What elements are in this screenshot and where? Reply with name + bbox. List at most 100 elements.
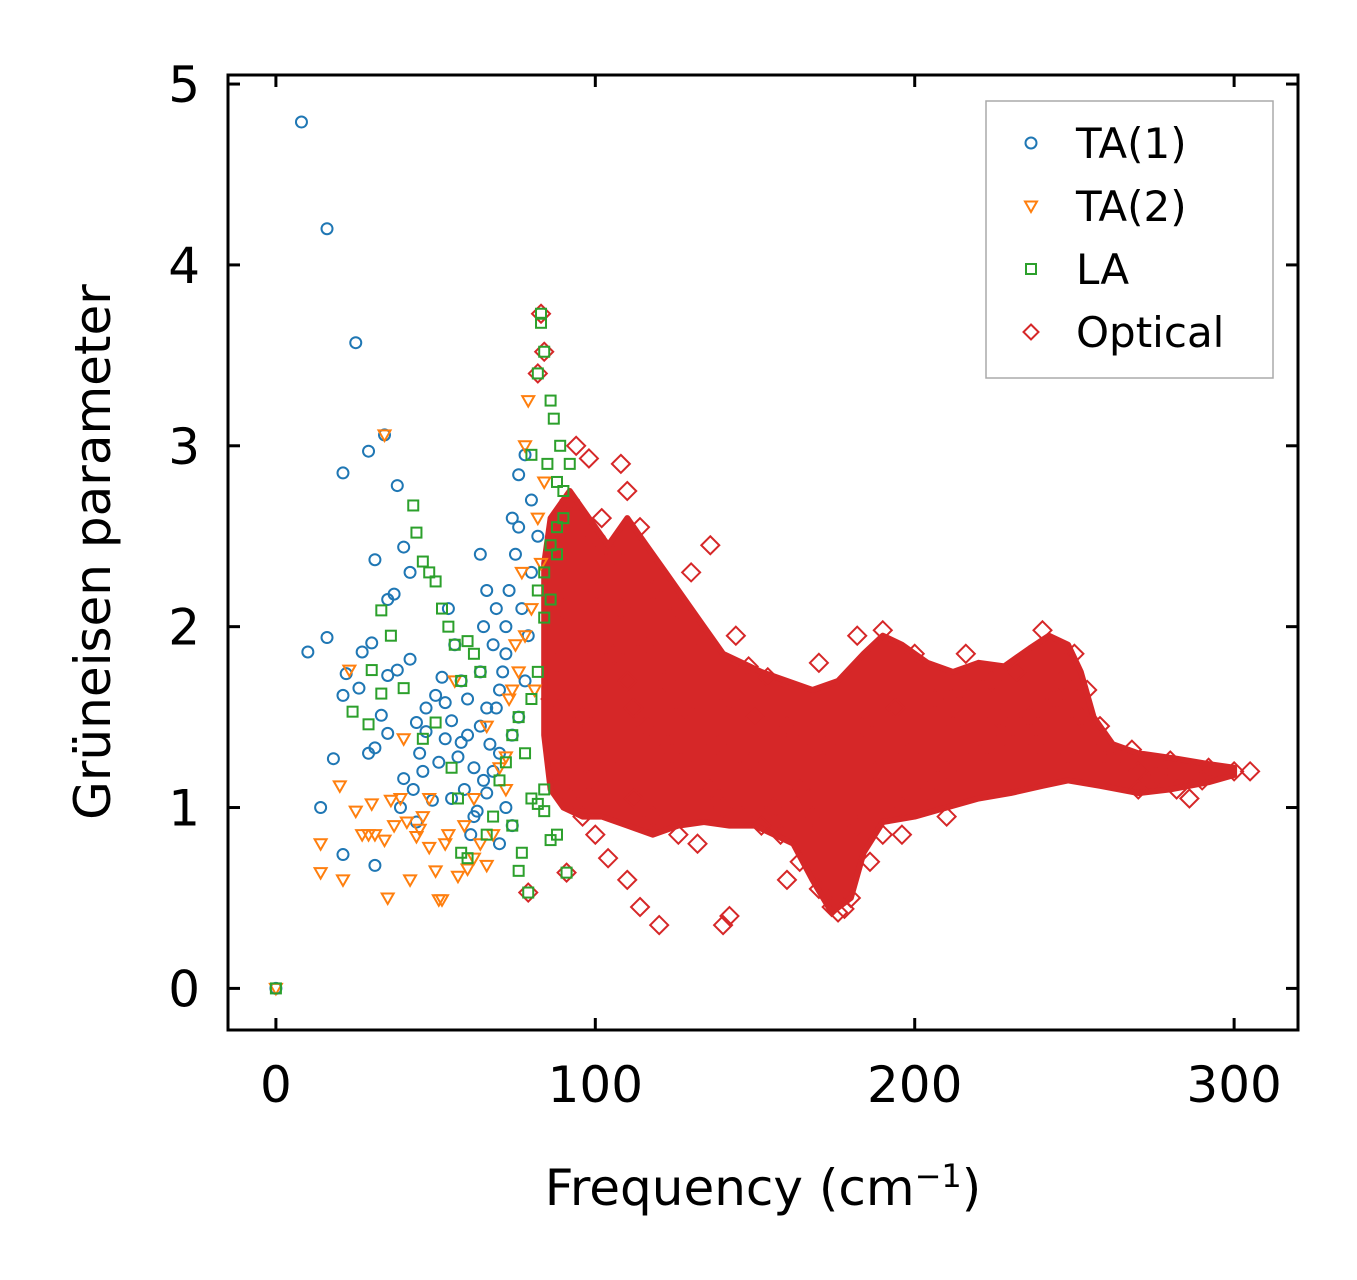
data-point (725, 625, 747, 647)
data-point (667, 598, 689, 619)
data-point (427, 865, 444, 879)
y-tick-label: 0 (168, 960, 200, 1018)
series-la (269, 307, 576, 995)
data-point (547, 412, 560, 425)
data-point (531, 665, 544, 678)
data-point (533, 557, 549, 572)
data-point (891, 797, 913, 818)
data-point (712, 797, 734, 818)
data-point (789, 779, 811, 800)
y-tick-label: 4 (168, 237, 200, 295)
data-point (410, 526, 423, 539)
data-point (616, 670, 638, 692)
data-point (1006, 661, 1028, 683)
data-point (384, 629, 397, 642)
data-point (512, 468, 526, 482)
data-point (429, 688, 443, 702)
data-point (467, 810, 481, 824)
data-point (407, 499, 420, 512)
legend-label-la: LA (1076, 245, 1129, 294)
data-point (540, 688, 562, 710)
data-point (348, 805, 364, 820)
data-point (531, 367, 544, 380)
data-point (312, 867, 329, 881)
data-point (364, 798, 380, 812)
data-point (312, 838, 329, 852)
data-point (349, 336, 363, 350)
data-point (776, 869, 798, 891)
data-point (525, 448, 538, 461)
data-point (987, 706, 1009, 728)
data-point (538, 345, 551, 358)
data-point (480, 583, 494, 597)
data-point (1102, 751, 1124, 773)
data-point (648, 914, 670, 936)
data-point (461, 635, 474, 648)
data-point (719, 688, 740, 710)
data-point (438, 696, 452, 710)
data-point (335, 874, 351, 888)
data-point (314, 801, 328, 815)
data-point (738, 656, 760, 677)
data-point (456, 820, 473, 834)
data-point (499, 756, 512, 769)
data-point (477, 620, 491, 634)
data-point (578, 652, 600, 674)
data-point (451, 792, 464, 805)
data-point (499, 801, 513, 815)
data-point (501, 693, 517, 708)
ticks-layer: 0 100 200 300 0 1 2 3 4 5 (168, 56, 1298, 1114)
data-point (419, 725, 433, 739)
data-point (544, 539, 557, 552)
data-point (473, 547, 487, 561)
data-point (362, 718, 375, 731)
data-point (455, 674, 468, 687)
data-point (936, 806, 958, 827)
data-point (667, 824, 689, 846)
data-point (550, 475, 563, 488)
data-point (326, 752, 340, 766)
data-point (294, 115, 308, 129)
y-tick-label: 5 (168, 56, 200, 114)
data-point (1076, 679, 1098, 701)
data-point (390, 663, 404, 677)
data-point (461, 728, 475, 742)
series-ta-2- (268, 395, 552, 997)
data-point (808, 878, 830, 900)
data-point (623, 697, 645, 719)
data-point (636, 715, 657, 737)
data-point (591, 507, 613, 529)
data-point (1159, 750, 1181, 771)
data-point (336, 688, 350, 702)
x-axis-label-sup: −1 (915, 1157, 962, 1195)
data-point (411, 823, 428, 838)
data-point (467, 761, 481, 775)
data-point (538, 805, 551, 818)
legend-marker (1022, 323, 1040, 341)
data-point (457, 782, 471, 796)
data-point (1025, 733, 1047, 755)
data-point (520, 395, 536, 409)
data-point (441, 602, 455, 616)
y-tick-label: 1 (168, 780, 200, 838)
data-point (546, 652, 568, 674)
data-point (578, 769, 600, 791)
data-point (523, 603, 540, 617)
data-point (496, 665, 510, 679)
data-point (541, 457, 554, 470)
data-point (393, 801, 407, 815)
data-point (397, 772, 411, 786)
data-point (413, 746, 427, 760)
data-point (897, 742, 919, 764)
data-point (936, 760, 958, 782)
data-point (629, 516, 651, 538)
data-point (423, 566, 436, 579)
data-point (1223, 760, 1245, 782)
data-point (557, 512, 570, 525)
data-point (379, 892, 396, 906)
data-point (557, 485, 570, 498)
data-point (518, 448, 532, 462)
x-axis-label-close: ) (962, 1159, 982, 1217)
data-point (485, 829, 501, 843)
data-point (489, 602, 503, 616)
